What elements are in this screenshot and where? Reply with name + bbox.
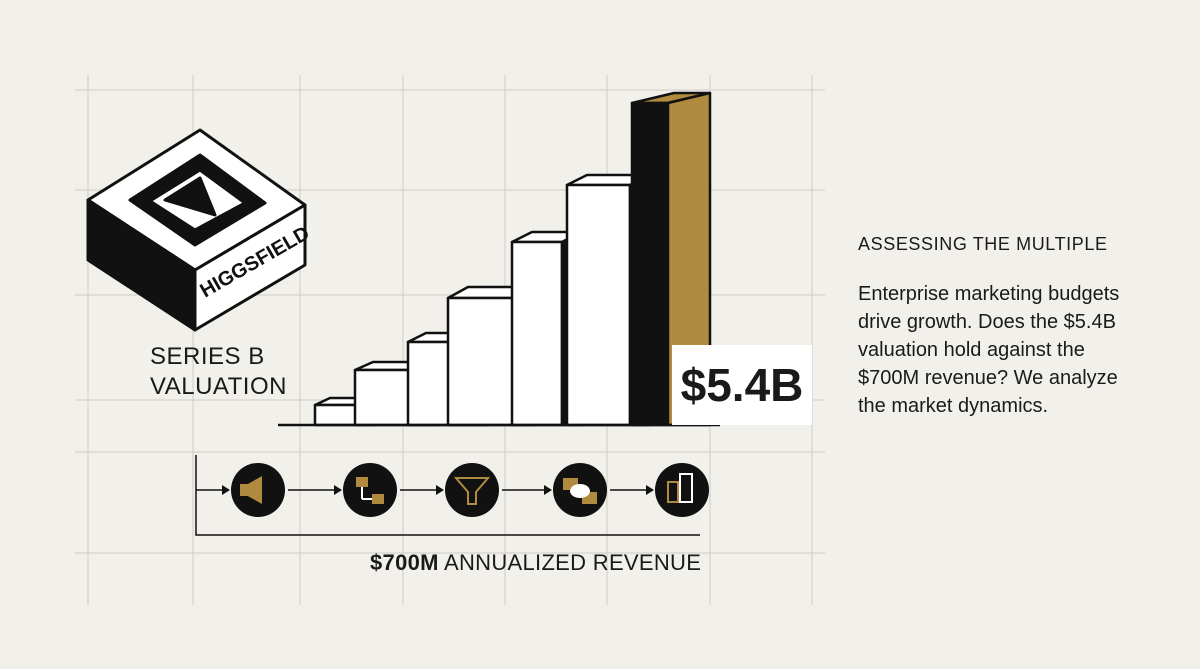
- series-line: VALUATION: [150, 373, 287, 400]
- revenue-label: $700M ANNUALIZED REVENUE: [370, 550, 701, 576]
- bars: [313, 91, 712, 427]
- sidebar-heading: ASSESSING THE MULTIPLE: [858, 234, 1108, 254]
- revenue-amount: $700M: [370, 550, 439, 575]
- sidebar-body: Enterprise marketing budgets drive growt…: [858, 283, 1120, 417]
- series-label: SERIES B VALUATION: [150, 342, 287, 402]
- flow-icons: [231, 463, 709, 517]
- arrows: [222, 485, 654, 495]
- logo-cube: [86, 128, 307, 332]
- valuation-label: $5.4B: [672, 345, 812, 425]
- revenue-text: ANNUALIZED REVENUE: [443, 550, 702, 575]
- series-line: SERIES B: [150, 343, 265, 370]
